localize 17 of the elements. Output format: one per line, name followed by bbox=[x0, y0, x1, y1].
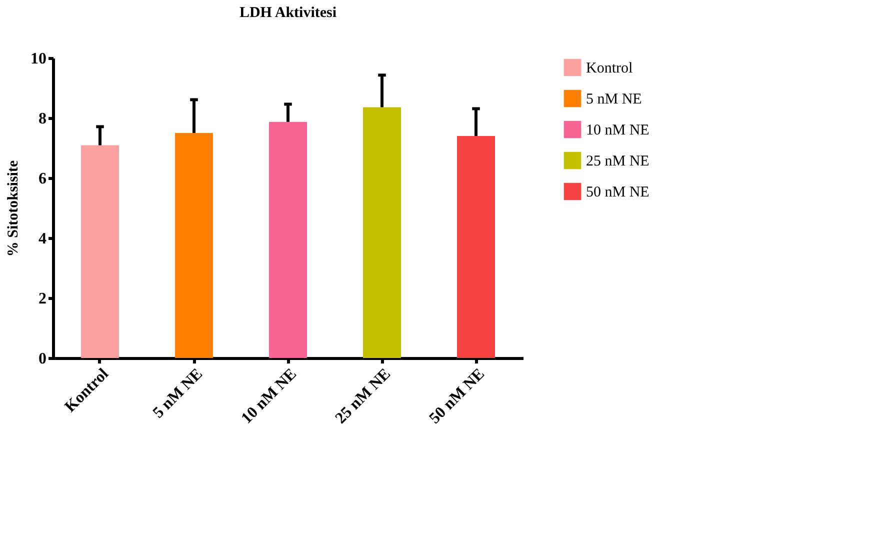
y-axis-title: % Sitotoksisite bbox=[6, 160, 22, 257]
x-tick-label: 5 nM NE bbox=[150, 366, 206, 422]
x-tick-label: 25 nM NE bbox=[332, 366, 394, 428]
legend-label: 50 nM NE bbox=[586, 184, 650, 200]
y-tick-label: 4 bbox=[38, 230, 46, 248]
legend-label: 25 nM NE bbox=[586, 154, 650, 170]
x-tick-label: 10 nM NE bbox=[238, 366, 300, 428]
legend-label: 10 nM NE bbox=[586, 122, 650, 138]
y-tick-label: 6 bbox=[38, 170, 46, 188]
y-tick-label: 2 bbox=[38, 290, 46, 308]
legend-label: Kontrol bbox=[586, 60, 633, 76]
x-tick-label: 50 nM NE bbox=[426, 366, 488, 428]
legend-label: 5 nM NE bbox=[586, 92, 642, 108]
y-tick-label: 0 bbox=[38, 350, 46, 368]
y-tick-label: 8 bbox=[38, 110, 46, 128]
y-tick-label: 10 bbox=[30, 50, 46, 68]
chart-title: LDH Aktivitesi bbox=[239, 5, 337, 21]
